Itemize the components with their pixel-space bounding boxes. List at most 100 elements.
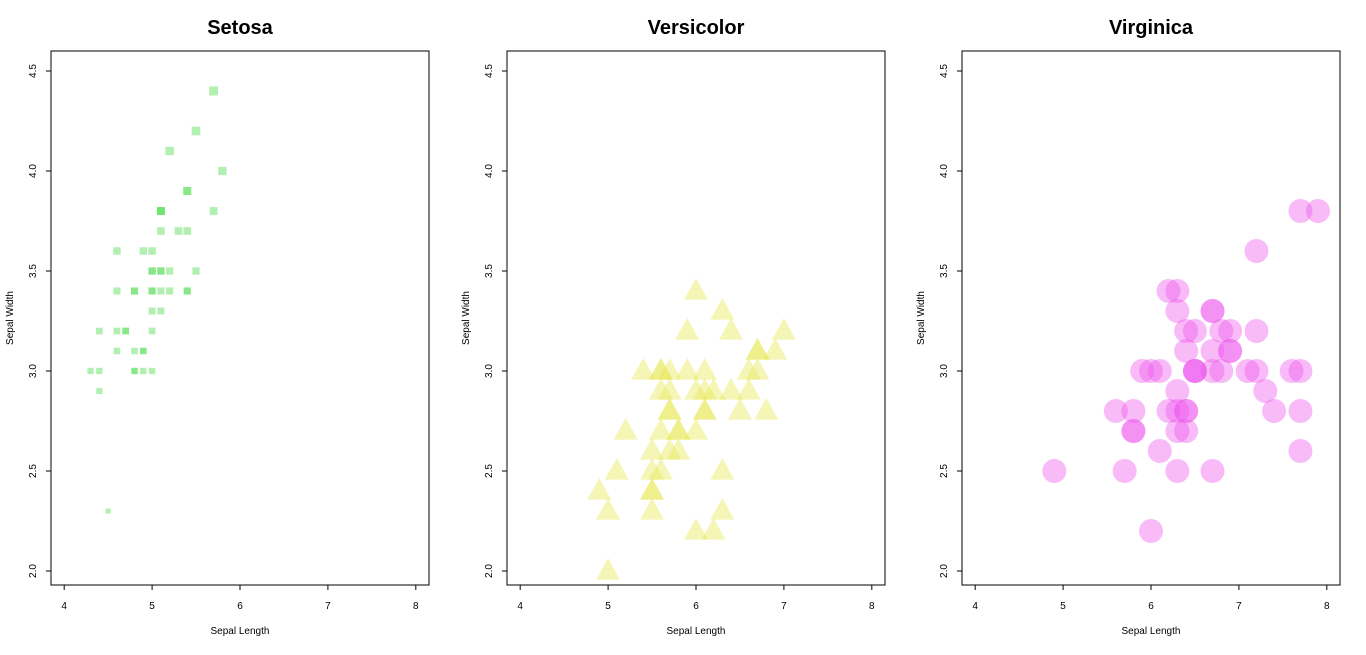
x-tick-label: 6 — [237, 601, 243, 612]
data-point — [727, 398, 752, 420]
y-tick-label: 2.0 — [484, 564, 495, 578]
data-point — [113, 287, 121, 295]
x-tick-label: 5 — [1060, 601, 1066, 612]
data-point — [148, 287, 156, 295]
data-point — [1200, 359, 1225, 383]
y-tick-label: 2.5 — [28, 464, 39, 478]
data-point — [96, 367, 103, 375]
data-point — [96, 387, 103, 395]
data-point — [140, 347, 147, 355]
data-point — [745, 338, 770, 360]
data-point — [1253, 379, 1278, 403]
data-point — [1103, 399, 1128, 423]
y-axis-label: Sepal Width — [5, 291, 16, 345]
data-point — [771, 318, 796, 340]
plot-frame — [961, 50, 1341, 586]
data-point — [640, 438, 665, 460]
data-point — [166, 287, 174, 295]
data-point — [1165, 279, 1190, 303]
chart-title: Versicolor — [648, 17, 745, 39]
data-point — [640, 478, 665, 500]
data-point — [148, 307, 156, 315]
data-point — [719, 318, 744, 340]
x-tick-label: 5 — [149, 601, 155, 612]
data-point — [1218, 339, 1243, 363]
data-point — [1288, 399, 1313, 423]
data-point — [648, 358, 673, 380]
data-point — [710, 298, 735, 320]
data-point — [657, 358, 682, 380]
data-point — [1244, 319, 1269, 343]
data-point — [1121, 419, 1146, 443]
x-tick-label: 8 — [1324, 601, 1330, 612]
data-point — [130, 287, 139, 295]
data-point — [183, 186, 192, 196]
y-tick-label: 3.0 — [28, 364, 39, 378]
data-point — [684, 278, 708, 300]
data-point — [166, 267, 174, 275]
data-point — [122, 327, 130, 335]
data-point — [157, 287, 165, 295]
data-point — [657, 398, 682, 420]
data-point — [719, 378, 744, 400]
data-point — [1165, 459, 1190, 483]
data-point — [666, 438, 691, 460]
data-point — [1209, 359, 1234, 383]
data-point — [1182, 319, 1207, 343]
data-point — [640, 458, 665, 480]
y-tick-label: 3.5 — [28, 264, 39, 278]
data-point — [148, 267, 156, 275]
data-point — [666, 418, 691, 440]
data-point — [1244, 359, 1269, 383]
y-tick-label: 4.5 — [28, 64, 39, 78]
data-point — [139, 247, 148, 255]
data-point — [701, 518, 726, 540]
data-point — [1200, 459, 1225, 483]
chart-title: Setosa — [207, 17, 273, 39]
y-tick-label: 2.5 — [939, 464, 950, 478]
x-tick-label: 6 — [1148, 601, 1154, 612]
data-point — [648, 418, 673, 440]
data-point — [1279, 359, 1304, 383]
data-point — [140, 347, 147, 355]
data-point — [648, 358, 673, 380]
data-point — [692, 398, 717, 420]
data-point — [596, 558, 621, 580]
data-point — [1042, 459, 1067, 483]
data-point — [113, 327, 121, 335]
data-point — [131, 347, 138, 355]
panel-setosa: Setosa 4 5 6 7 8 2.0 2.5 3.0 3.5 4.0 4.5 Sepal Lengt… — [5, 17, 430, 637]
data-point — [148, 367, 156, 375]
data-point — [156, 207, 165, 215]
x-tick-label: 7 — [1236, 601, 1242, 612]
data-point — [148, 287, 156, 295]
data-point — [657, 378, 682, 400]
y-tick-label: 2.5 — [484, 464, 495, 478]
y-tick-label: 4.5 — [484, 64, 495, 78]
y-tick-label: 4.0 — [484, 164, 495, 178]
data-point — [1139, 359, 1163, 383]
x-axis-label: Sepal Length — [667, 626, 726, 637]
x-tick-label: 4 — [517, 601, 523, 612]
data-point — [666, 418, 691, 440]
data-point — [1130, 359, 1155, 383]
x-tick-label: 8 — [869, 601, 875, 612]
data-point — [1200, 299, 1225, 323]
data-point — [1121, 399, 1146, 423]
data-point — [701, 378, 726, 400]
data-point — [1209, 319, 1234, 343]
points-setosa — [87, 86, 227, 514]
data-point — [183, 287, 191, 295]
data-point — [105, 508, 111, 514]
x-tick-label: 7 — [781, 601, 787, 612]
data-point — [183, 287, 191, 295]
data-point — [174, 227, 183, 235]
data-point — [157, 267, 165, 275]
data-point — [745, 338, 770, 360]
data-point — [631, 358, 656, 380]
data-point — [1306, 199, 1331, 223]
data-point — [140, 367, 147, 375]
data-point — [87, 367, 94, 375]
panel-versicolor: Versicolor 4 5 6 7 8 2.0 2.5 3.0 3.5 4.0 4.5 Sepal L… — [461, 17, 886, 637]
y-axis-label: Sepal Width — [461, 291, 472, 345]
